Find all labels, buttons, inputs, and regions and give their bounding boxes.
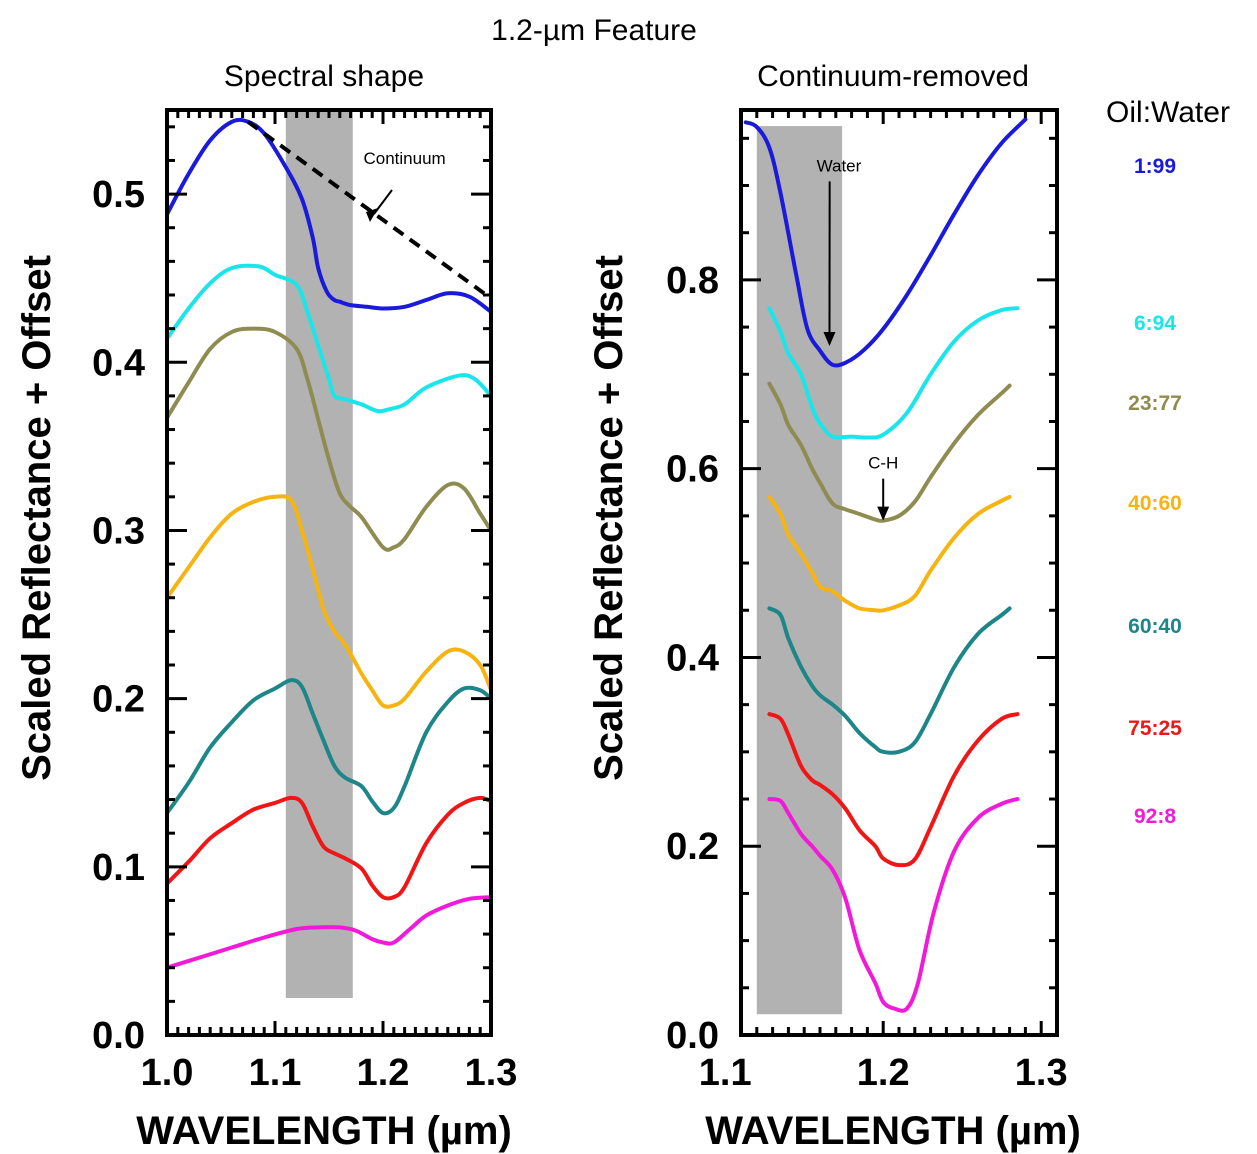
series-line-right-2 (767, 381, 1012, 523)
annotation-label: Water (817, 156, 862, 175)
legend-entry: 6:94 (1134, 312, 1176, 335)
chart-title-left: Spectral shape (224, 60, 424, 93)
annotation-label: C-H (868, 454, 898, 473)
x-axis-label-right: WAVELENGTH (µm) (705, 1109, 1081, 1153)
series-line-left-6 (165, 895, 493, 970)
y-tick-label: 0.4 (92, 342, 145, 384)
series-line-left-5 (165, 795, 493, 901)
continuum-pointer-arrow (373, 189, 393, 215)
series-line-left-3 (165, 494, 493, 709)
y-tick-label: 0.6 (666, 449, 719, 491)
chart-title-right: Continuum-removed (757, 60, 1029, 93)
legend-entry: 60:40 (1128, 615, 1182, 638)
absorption-band-left (285, 111, 353, 998)
x-tick-label: 1.1 (699, 1052, 752, 1094)
series-line-left-0 (165, 117, 493, 314)
legend-entry: 75:25 (1128, 717, 1182, 740)
annotation-arrowhead (877, 506, 890, 521)
y-tick-label: 0.8 (666, 260, 719, 302)
chart-continuum-removed: Continuum-removed Scaled Reflectance + O… (587, 60, 1081, 1153)
series-line-right-0 (743, 117, 1028, 368)
y-tick-label: 0.0 (666, 1015, 719, 1057)
legend-entry: 92:8 (1134, 805, 1176, 828)
x-tick-label: 1.1 (249, 1052, 302, 1094)
series-line-left-4 (165, 678, 493, 816)
annotation-arrowhead (823, 331, 836, 346)
continuum-pointer-arrowhead (366, 208, 378, 222)
y-tick-label: 0.1 (92, 847, 145, 889)
y-tick-label: 0.4 (666, 637, 719, 679)
y-axis-label-right: Scaled Reflectance + Offset (587, 255, 631, 781)
series-line-left-2 (165, 326, 493, 552)
legend-entry: 23:77 (1128, 392, 1182, 415)
continuum-line (246, 120, 493, 300)
legend-entry: 1:99 (1134, 155, 1176, 178)
y-tick-label: 0.0 (92, 1015, 145, 1057)
x-tick-label: 1.3 (465, 1052, 518, 1094)
figure-title: 1.2-µm Feature (491, 14, 697, 47)
x-axis-label-left: WAVELENGTH (µm) (136, 1109, 512, 1153)
x-tick-label: 1.2 (357, 1052, 410, 1094)
y-tick-label: 0.5 (92, 174, 145, 216)
y-tick-label: 0.2 (666, 826, 719, 868)
legend-title: Oil:Water (1106, 96, 1230, 129)
x-tick-label: 1.2 (857, 1052, 910, 1094)
series-line-right-6 (767, 797, 1020, 1013)
series-line-right-3 (767, 495, 1012, 613)
x-tick-label: 1.3 (1015, 1052, 1068, 1094)
y-axis-label-left: Scaled Reflectance + Offset (15, 255, 59, 781)
series-line-left-1 (165, 263, 493, 414)
x-tick-label: 1.0 (141, 1052, 194, 1094)
annotation-label: Continuum (363, 149, 445, 168)
chart-spectral-shape: Spectral shape Scaled Reflectance + Offs… (15, 60, 517, 1153)
series-line-right-1 (767, 306, 1020, 440)
y-tick-label: 0.3 (92, 510, 145, 552)
series-line-right-4 (767, 606, 1012, 755)
y-tick-label: 0.2 (92, 679, 145, 721)
series-line-right-5 (767, 712, 1020, 868)
legend-entry: 40:60 (1128, 492, 1182, 515)
legend: Oil:Water 1:99 6:94 23:77 40:60 60:40 75:25 92… (1106, 96, 1230, 828)
